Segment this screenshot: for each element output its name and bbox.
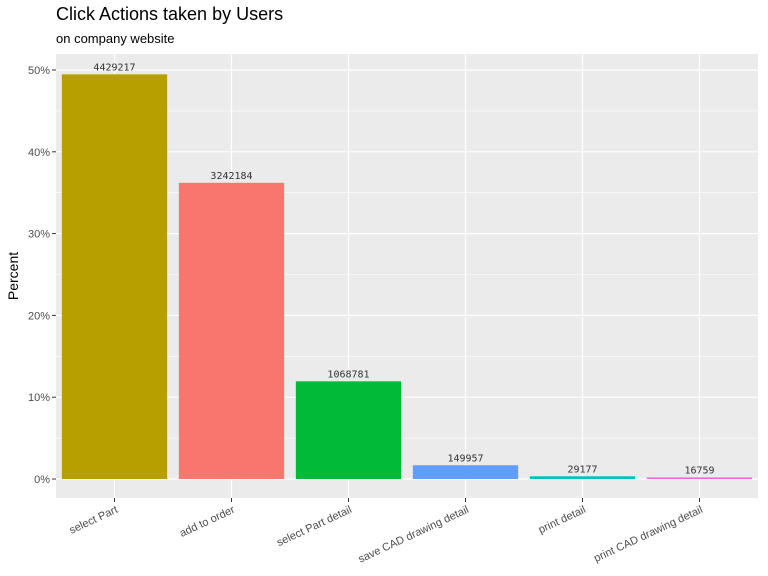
bar	[295, 381, 402, 479]
bar-count-label: 3242184	[210, 171, 252, 182]
bar	[412, 465, 519, 479]
bar	[646, 477, 753, 479]
chart-subtitle: on company website	[56, 31, 175, 46]
bar-count-label: 16759	[684, 465, 714, 476]
bar-count-label: 1068781	[327, 369, 369, 380]
x-tick-label: print detail	[537, 504, 588, 536]
x-tick-label: add to order	[178, 504, 237, 540]
x-tick-label: select Part	[68, 504, 120, 537]
bar-count-label: 149957	[447, 453, 483, 464]
y-tick-label: 10%	[28, 392, 50, 404]
x-tick-label: save CAD drawing detail	[357, 504, 471, 566]
x-axis: select Part add to order select Part detai…	[68, 498, 705, 566]
y-tick-label: 30%	[28, 229, 50, 241]
chart-title: Click Actions taken by Users	[56, 4, 284, 24]
bar	[178, 182, 285, 480]
data-labels: 4429217 3242184 1068781 149957 29177 16759	[93, 62, 714, 476]
bar	[529, 476, 636, 479]
bar-count-label: 29177	[567, 464, 597, 475]
bar-count-label: 4429217	[93, 62, 135, 73]
minor-gridlines	[56, 110, 758, 439]
x-tick-label: select Part detail	[275, 504, 354, 549]
y-tick-label: 20%	[28, 310, 50, 322]
bars	[61, 74, 753, 480]
x-tick-label: print CAD drawing detail	[592, 504, 705, 565]
y-tick-label: 50%	[28, 65, 50, 77]
y-tick-label: 40%	[28, 147, 50, 159]
plot-panel	[56, 54, 758, 498]
y-axis: 0% 10% 20% 30% 40% 50%	[28, 65, 56, 486]
y-tick-label: 0%	[34, 474, 50, 486]
bar	[61, 74, 168, 480]
y-axis-title: Percent	[5, 252, 21, 300]
